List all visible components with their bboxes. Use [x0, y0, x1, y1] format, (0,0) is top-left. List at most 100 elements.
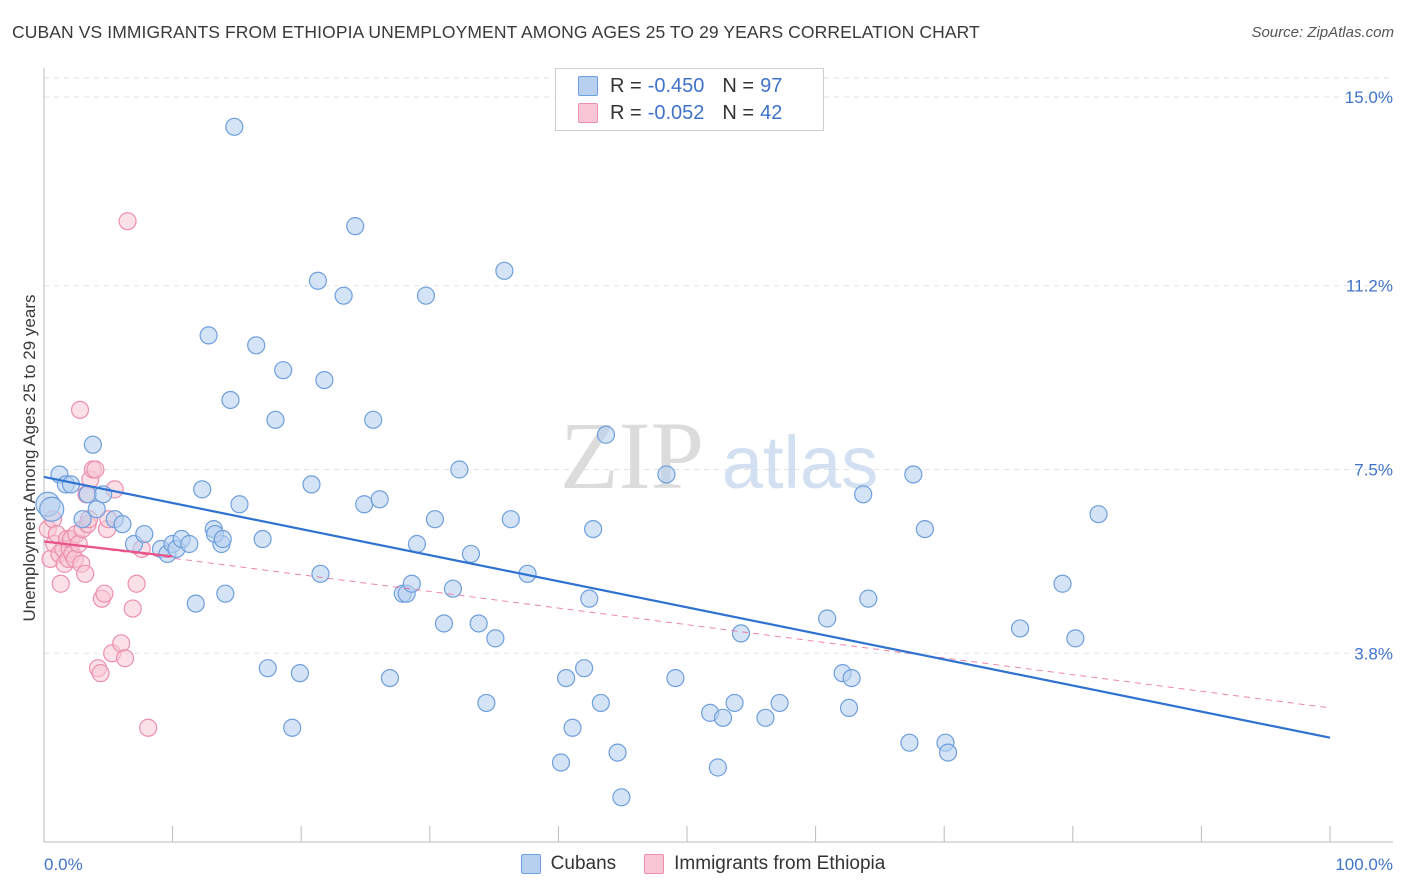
point-cubans-52: [416, 286, 436, 305]
point-cubans-67: [575, 659, 594, 678]
legend-item-ethiopia[interactable]: Immigrants from Ethiopia: [644, 853, 885, 875]
point-cubans-73: [612, 788, 631, 807]
ethiopia-swatch: [644, 854, 665, 874]
point-cubans-93: [938, 743, 958, 762]
ethiopia-swatch: [578, 103, 598, 123]
point-cubans-65: [557, 668, 576, 688]
point-cubans-21: [193, 480, 212, 499]
cubans-swatch: [520, 854, 541, 874]
point-cubans-64: [551, 753, 571, 772]
point-cubans-1: [39, 496, 65, 522]
r-label: R =: [610, 74, 642, 97]
point-ethiopia-26: [86, 460, 105, 479]
watermark-atlas: atlas: [722, 421, 878, 504]
point-cubans-41: [315, 371, 334, 390]
point-cubans-44: [355, 495, 374, 514]
point-cubans-22: [199, 326, 218, 345]
point-cubans-30: [230, 495, 249, 514]
point-cubans-71: [596, 425, 616, 444]
point-cubans-97: [1089, 505, 1108, 524]
point-cubans-6: [78, 485, 97, 504]
point-cubans-50: [402, 574, 421, 593]
point-cubans-56: [450, 460, 469, 479]
point-cubans-20: [186, 594, 205, 613]
point-cubans-61: [495, 261, 514, 280]
x-tick-label-0: 0.0%: [44, 855, 83, 874]
point-cubans-43: [346, 217, 365, 236]
point-cubans-83: [818, 609, 837, 628]
stats-legend-row-cubans: R = -0.450 N = 97: [578, 73, 782, 99]
point-ethiopia-6: [51, 574, 70, 593]
point-cubans-70: [591, 693, 610, 713]
point-cubans-28: [221, 390, 240, 410]
trend-cubans: [43, 475, 1331, 739]
point-cubans-79: [725, 693, 744, 713]
n-label: N =: [722, 101, 755, 124]
chart-title: CUBAN VS IMMIGRANTS FROM ETHIOPIA UNEMPL…: [12, 22, 980, 42]
point-cubans-27: [216, 584, 235, 603]
point-ethiopia-39: [127, 574, 146, 593]
legend-label-ethiopia: Immigrants from Ethiopia: [674, 853, 886, 874]
point-ethiopia-41: [139, 718, 158, 737]
point-cubans-57: [461, 544, 481, 564]
x-tick-labels: 0.0% 100.0%: [44, 855, 1393, 874]
point-cubans-31: [247, 336, 266, 355]
y-tick-label-3: 15.0%: [1345, 88, 1393, 107]
point-ethiopia-20: [76, 564, 95, 583]
point-cubans-51: [407, 534, 427, 554]
stats-legend-row-ethiopia: R = -0.052 N = 42: [578, 100, 782, 126]
point-cubans-34: [266, 410, 285, 429]
stats-legend: R = -0.450 N = 97 R = -0.052 N = 42: [555, 68, 824, 131]
point-ethiopia-17: [70, 400, 90, 419]
point-cubans-19: [180, 534, 199, 554]
point-cubans-26: [213, 529, 232, 549]
point-cubans-13: [135, 524, 154, 544]
point-cubans-77: [708, 758, 727, 777]
point-ethiopia-38: [123, 599, 142, 618]
point-cubans-81: [756, 708, 775, 727]
point-cubans-37: [290, 664, 310, 683]
trend-lines: [43, 475, 1331, 739]
series-legend: Cubans Immigrants from Ethiopia: [0, 850, 1406, 878]
point-cubans-59: [477, 693, 496, 713]
y-tick-label-1: 7.5%: [1354, 461, 1393, 480]
point-cubans-33: [258, 659, 277, 678]
point-cubans-29: [225, 117, 244, 136]
n-value: 42: [760, 101, 783, 124]
r-label: R =: [610, 101, 642, 124]
legend-item-cubans[interactable]: Cubans: [520, 853, 616, 875]
point-cubans-58: [469, 614, 488, 633]
point-cubans-54: [434, 614, 454, 633]
y-axis-label: Unemployment Among Ages 25 to 29 years: [20, 295, 39, 622]
r-value: -0.450: [647, 74, 705, 97]
point-cubans-86: [842, 668, 861, 688]
point-cubans-78: [713, 708, 733, 727]
point-cubans-82: [770, 693, 789, 713]
point-cubans-32: [253, 529, 272, 549]
point-cubans-38: [302, 475, 321, 494]
point-cubans-90: [904, 465, 923, 484]
n-value: 97: [760, 74, 783, 97]
point-cubans-7: [83, 435, 102, 454]
point-cubans-46: [370, 490, 389, 509]
point-cubans-68: [580, 589, 599, 608]
point-ethiopia-28: [91, 664, 110, 683]
point-cubans-62: [501, 510, 520, 529]
point-cubans-72: [608, 743, 627, 762]
cubans-swatch: [578, 76, 598, 96]
series-cubans-points: [35, 117, 1108, 807]
point-cubans-60: [486, 629, 505, 648]
y-tick-labels: 3.8% 7.5% 11.2% 15.0%: [1345, 88, 1393, 663]
point-ethiopia-30: [95, 584, 114, 603]
point-cubans-74: [657, 465, 676, 484]
gridlines: [44, 77, 1393, 654]
point-cubans-42: [334, 286, 353, 305]
y-tick-label-0: 3.8%: [1354, 644, 1393, 663]
trend-ethiopia: [43, 540, 173, 558]
axes: [43, 68, 1393, 843]
point-cubans-5: [73, 510, 92, 529]
point-cubans-11: [113, 515, 132, 534]
point-cubans-91: [915, 519, 935, 539]
y-tick-label-2: 11.2%: [1346, 277, 1393, 296]
